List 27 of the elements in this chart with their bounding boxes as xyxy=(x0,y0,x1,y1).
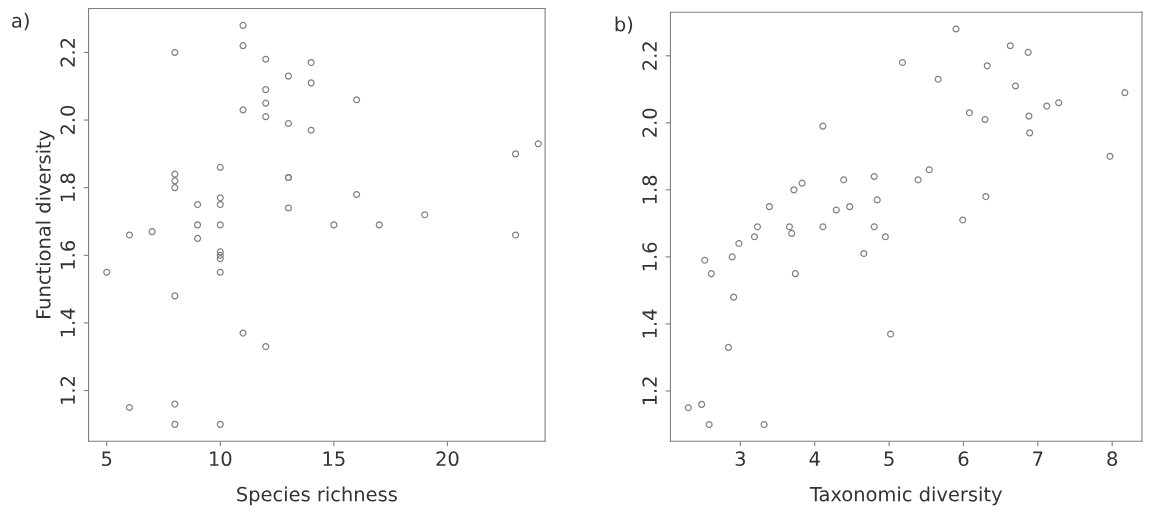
y-tick-label: 2.0 xyxy=(60,105,76,135)
text: b) xyxy=(615,16,633,34)
x-tick-label: 5 xyxy=(884,451,894,467)
x-axis-title: Taxonomic diversity xyxy=(809,486,1002,506)
y-tick-label: 2.0 xyxy=(642,108,657,137)
x-tick-label: 15 xyxy=(323,451,345,467)
y-tick-label: 2.2 xyxy=(642,42,657,70)
y-tick-label: 1.8 xyxy=(642,175,657,204)
x-axis-title: Species richness xyxy=(237,486,397,506)
x-tick-label: 10 xyxy=(210,451,232,467)
y-tick-label: 1.2 xyxy=(642,377,657,405)
y-tick-label: 1.6 xyxy=(60,241,76,269)
x-tick-label: 5 xyxy=(102,451,112,467)
x-tick-label: 7 xyxy=(1033,451,1043,466)
text: a) xyxy=(12,12,29,31)
x-tick-label: 6 xyxy=(958,451,969,467)
x-tick-label: 20 xyxy=(436,451,459,467)
y-tick-label: 1.2 xyxy=(60,377,75,404)
x-tick-label: 3 xyxy=(735,451,745,467)
y-tick-label: 1.4 xyxy=(642,309,657,338)
y-axis-title: Functional diversity xyxy=(35,130,55,319)
x-tick-label: 4 xyxy=(809,451,820,466)
y-tick-label: 2.2 xyxy=(60,38,75,67)
y-tick-label: 1.6 xyxy=(642,242,657,271)
y-tick-label: 1.8 xyxy=(60,173,76,202)
x-tick-label: 8 xyxy=(1107,451,1118,467)
y-tick-label: 1.4 xyxy=(60,308,75,337)
